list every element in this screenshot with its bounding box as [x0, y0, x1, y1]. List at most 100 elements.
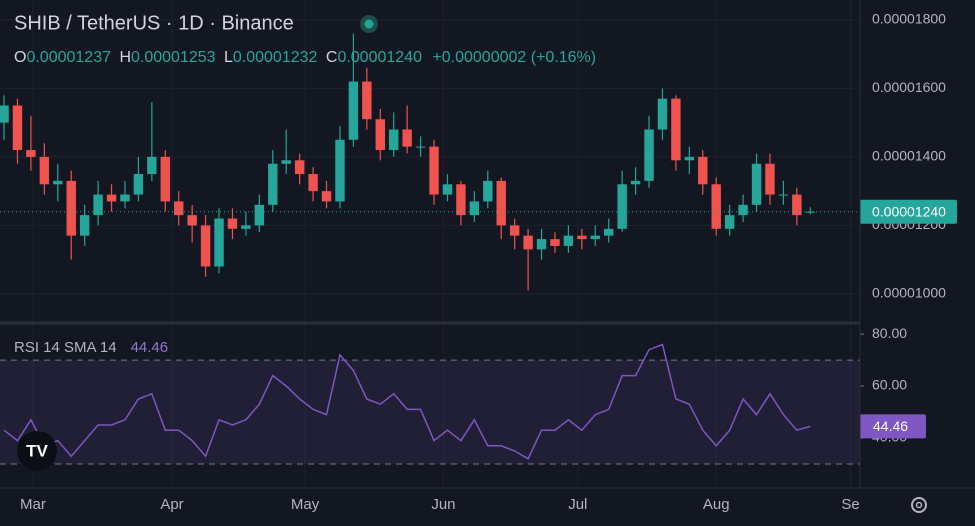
candle-body	[577, 235, 587, 240]
candle-body	[604, 228, 614, 236]
rsi-tick-label: 80.00	[872, 325, 907, 341]
y-tick-label: 0.00001600	[872, 79, 946, 95]
candle-body	[523, 235, 533, 250]
candle-body	[308, 174, 318, 192]
candle-body	[684, 156, 695, 161]
x-tick-label: Mar	[20, 496, 46, 513]
candle-body	[536, 239, 547, 250]
candle-body	[550, 239, 560, 246]
candle-body	[93, 194, 103, 216]
candle-body	[738, 204, 748, 216]
ohlc-key: O	[14, 49, 26, 66]
x-tick-label: Apr	[160, 496, 183, 513]
gear-hub	[915, 501, 923, 509]
y-tick-label: 0.00001400	[872, 148, 946, 164]
candle-body	[281, 160, 291, 164]
x-tick-label: Jun	[431, 496, 455, 513]
candle-body	[644, 129, 654, 181]
candle-body	[187, 215, 197, 226]
ohlc-key: C	[326, 49, 338, 66]
candle-body	[26, 150, 36, 157]
candle-body	[792, 194, 802, 216]
candle-body	[120, 194, 130, 202]
candle-body	[335, 139, 345, 202]
status-dot	[364, 19, 374, 29]
candle-body	[496, 180, 506, 226]
candle-body	[590, 235, 600, 240]
candle-body	[241, 225, 251, 229]
rsi-last-label: 44.46	[873, 418, 908, 434]
candle-body	[563, 235, 574, 246]
candle-body	[174, 201, 184, 216]
candle-body	[0, 105, 9, 123]
candle-body	[39, 156, 50, 185]
candle-body	[456, 184, 466, 216]
candle-body	[12, 105, 23, 151]
candle-body	[509, 225, 520, 236]
candle-body	[321, 191, 332, 202]
x-tick-label: Se	[841, 496, 859, 513]
x-tick-label: Aug	[703, 496, 730, 513]
rsi-line	[3, 343, 811, 460]
candle-body	[402, 129, 412, 147]
candle-body	[429, 146, 439, 195]
candle-body	[375, 119, 385, 151]
candle-body	[348, 81, 359, 140]
candle-body	[711, 184, 721, 229]
y-tick-label: 0.00001000	[872, 285, 946, 301]
logo-mark: TV	[26, 441, 48, 460]
y-tick-label: 0.00001800	[872, 11, 946, 27]
ohlc-value: 0.00001237	[26, 49, 111, 66]
settings-button[interactable]	[911, 497, 927, 513]
x-tick-label: May	[291, 496, 320, 513]
rsi-value: 44.46	[131, 339, 169, 356]
candle-body	[294, 160, 305, 175]
x-tick-label: Jul	[568, 496, 587, 513]
rsi-last-box	[860, 414, 926, 439]
change: +0.00000002 (+0.16%)	[432, 49, 596, 66]
candle-body	[53, 180, 63, 185]
ohlc-key: H	[119, 49, 131, 66]
ohlc-value: 0.00001240	[337, 49, 422, 66]
candle-body	[698, 156, 708, 185]
candle-body	[133, 174, 144, 195]
candle-body	[765, 163, 775, 195]
last-price-label: 0.00001240	[872, 203, 946, 219]
candle-body	[160, 156, 170, 202]
candle-body	[268, 163, 278, 205]
candle-body	[778, 194, 789, 196]
candle-body	[362, 81, 372, 120]
candle-body	[657, 98, 668, 130]
candle-body	[630, 180, 641, 185]
logo-bg	[17, 431, 57, 471]
candle-body	[671, 98, 681, 161]
symbol-title: SHIB / TetherUS · 1D · Binance	[14, 12, 294, 34]
candle-body	[106, 194, 117, 202]
ohlc-legend: O0.00001237 H0.00001253 L0.00001232 C0.0…	[14, 49, 596, 66]
candle-body	[483, 180, 493, 202]
candle-body	[389, 129, 399, 151]
candle-body	[227, 218, 238, 229]
candle-body	[751, 163, 762, 205]
rsi-band-fill	[0, 360, 860, 464]
rsi-title: RSI 14 SMA 14	[14, 339, 117, 356]
candle-body	[469, 201, 480, 216]
last-price-box	[860, 199, 957, 224]
ohlc-value: 0.00001232	[233, 49, 318, 66]
candle-body	[617, 184, 627, 229]
gear-icon[interactable]	[911, 497, 927, 513]
candle-body	[415, 146, 426, 148]
candle-body	[147, 156, 157, 175]
candle-body	[724, 215, 735, 229]
rsi-tick-label: 60.00	[872, 377, 907, 393]
ohlc-key: L	[224, 49, 233, 66]
tradingview-logo: TV	[17, 431, 57, 471]
rsi-legend: RSI 14 SMA 14 44.46	[14, 339, 168, 356]
candle-body	[79, 215, 90, 236]
candle-body	[66, 180, 76, 236]
candle-body	[442, 184, 453, 195]
candle-body	[200, 225, 211, 267]
candle-body	[805, 211, 815, 213]
